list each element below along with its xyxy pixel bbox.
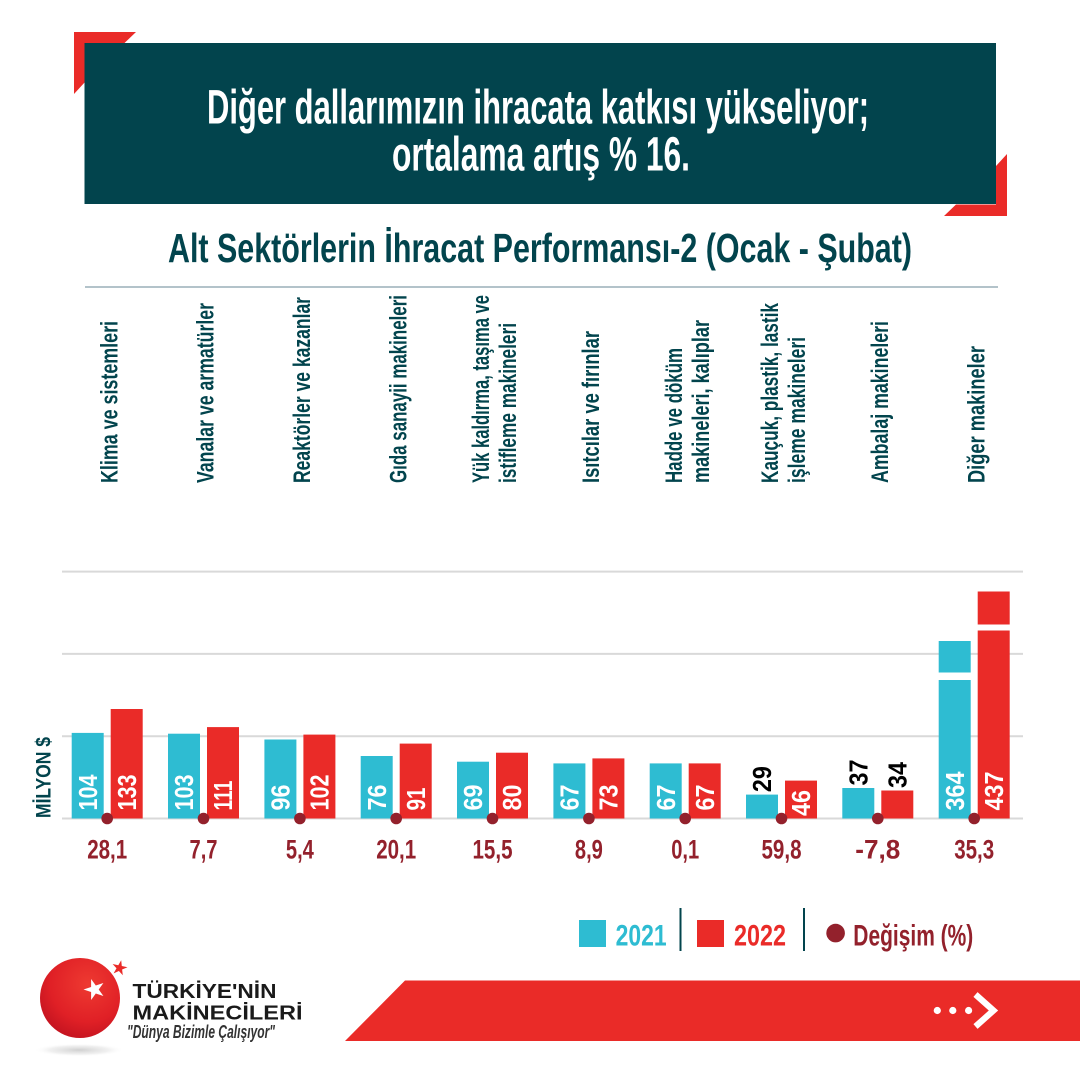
svg-text:5,4: 5,4: [286, 835, 314, 865]
svg-text:7,7: 7,7: [190, 835, 218, 865]
svg-text:34: 34: [883, 762, 913, 788]
svg-text:Kauçuk, plastik, lastik: Kauçuk, plastik, lastik: [757, 303, 784, 483]
svg-text:29: 29: [747, 766, 777, 792]
svg-text:Reaktörler ve kazanlar: Reaktörler ve kazanlar: [289, 297, 316, 483]
svg-text:Ambalaj makineleri: Ambalaj makineleri: [867, 321, 894, 483]
svg-text:MAKİNECİLERİ: MAKİNECİLERİ: [133, 1002, 303, 1025]
svg-text:15,5: 15,5: [473, 835, 513, 865]
svg-text:Diğer makineler: Diğer makineler: [963, 346, 990, 483]
svg-text:437: 437: [979, 772, 1009, 811]
svg-text:Gıda sanayii makineleri: Gıda sanayii makineleri: [385, 295, 412, 483]
svg-text:Vanalar ve armatürler: Vanalar ve armatürler: [193, 303, 220, 483]
svg-text:20,1: 20,1: [376, 835, 416, 865]
svg-text:96: 96: [266, 785, 296, 811]
svg-text:76: 76: [362, 785, 392, 811]
svg-text:Diğer dallarımızın ihracata ka: Diğer dallarımızın ihracata katkısı yüks…: [207, 82, 869, 135]
svg-text:Yük kaldırma, taşıma ve: Yük kaldırma, taşıma ve: [468, 295, 495, 483]
svg-text:69: 69: [458, 785, 488, 811]
svg-text:35,3: 35,3: [954, 835, 994, 865]
svg-text:28,1: 28,1: [87, 835, 127, 865]
svg-text:73: 73: [594, 785, 624, 811]
svg-text:67: 67: [555, 785, 585, 811]
svg-text:67: 67: [651, 785, 681, 811]
svg-text:Hadde ve döküm: Hadde ve döküm: [661, 348, 688, 483]
svg-text:işleme makineleri: işleme makineleri: [784, 337, 811, 483]
svg-text:59,8: 59,8: [762, 835, 802, 865]
svg-text:0,1: 0,1: [671, 835, 699, 865]
svg-text:MİLYON $: MİLYON $: [33, 737, 56, 818]
svg-text:makineleri, kalıplar: makineleri, kalıplar: [688, 320, 715, 483]
svg-text:-7,8: -7,8: [855, 835, 900, 865]
svg-text:91: 91: [401, 788, 431, 811]
svg-text:102: 102: [305, 775, 335, 811]
svg-text:111: 111: [208, 781, 238, 811]
svg-text:37: 37: [844, 760, 874, 786]
svg-text:8,9: 8,9: [575, 835, 603, 865]
svg-text:2022: 2022: [734, 920, 786, 953]
svg-text:istifleme makineleri: istifleme makineleri: [495, 323, 522, 483]
svg-text:Klima ve sistemleri: Klima ve sistemleri: [96, 321, 123, 483]
svg-text:Değişim (%): Değişim (%): [853, 920, 973, 953]
svg-text:TÜRKİYE'NİN: TÜRKİYE'NİN: [133, 980, 277, 1003]
svg-text:2021: 2021: [616, 920, 667, 953]
svg-text:103: 103: [169, 775, 199, 811]
svg-text:133: 133: [112, 775, 142, 811]
svg-text:80: 80: [497, 785, 527, 811]
svg-text:Isıtcılar ve fırınlar: Isıtcılar ve fırınlar: [578, 331, 605, 483]
svg-text:67: 67: [690, 785, 720, 811]
svg-text:Alt Sektörlerin İhracat Perfor: Alt Sektörlerin İhracat Performansı-2 (O…: [168, 225, 912, 271]
svg-text:364: 364: [940, 771, 970, 810]
svg-text:104: 104: [73, 774, 103, 810]
svg-text:ortalama artış % 16.: ortalama artış % 16.: [392, 129, 690, 182]
svg-text:46: 46: [786, 790, 816, 816]
svg-text:"Dünya Bizimle Çalışıyor": "Dünya Bizimle Çalışıyor": [127, 1022, 275, 1042]
